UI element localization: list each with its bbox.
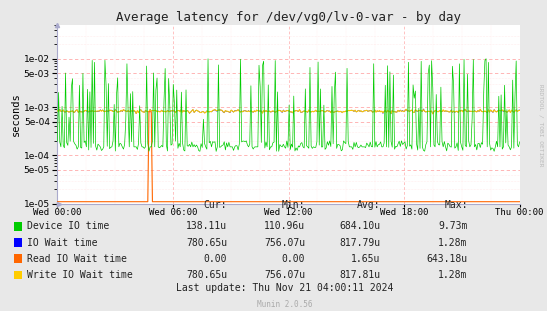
Y-axis label: seconds: seconds — [11, 92, 21, 136]
Text: Write IO Wait time: Write IO Wait time — [27, 270, 132, 280]
Text: Min:: Min: — [282, 200, 305, 210]
Text: 1.28m: 1.28m — [438, 238, 468, 248]
Text: Avg:: Avg: — [357, 200, 380, 210]
Text: 780.65u: 780.65u — [186, 270, 227, 280]
Title: Average latency for /dev/vg0/lv-0-var - by day: Average latency for /dev/vg0/lv-0-var - … — [116, 11, 461, 24]
Text: 780.65u: 780.65u — [186, 238, 227, 248]
Text: Munin 2.0.56: Munin 2.0.56 — [257, 299, 312, 309]
Text: 110.96u: 110.96u — [264, 221, 305, 231]
Text: 138.11u: 138.11u — [186, 221, 227, 231]
Text: 1.28m: 1.28m — [438, 270, 468, 280]
Text: Last update: Thu Nov 21 04:00:11 2024: Last update: Thu Nov 21 04:00:11 2024 — [176, 283, 393, 293]
Text: Max:: Max: — [444, 200, 468, 210]
Text: Cur:: Cur: — [203, 200, 227, 210]
Text: 684.10u: 684.10u — [339, 221, 380, 231]
Text: 1.65u: 1.65u — [351, 254, 380, 264]
Text: Device IO time: Device IO time — [27, 221, 109, 231]
Text: Read IO Wait time: Read IO Wait time — [27, 254, 127, 264]
Text: 817.81u: 817.81u — [339, 270, 380, 280]
Text: 756.07u: 756.07u — [264, 238, 305, 248]
Text: IO Wait time: IO Wait time — [27, 238, 97, 248]
Text: 0.00: 0.00 — [203, 254, 227, 264]
Text: 9.73m: 9.73m — [438, 221, 468, 231]
Text: 643.18u: 643.18u — [427, 254, 468, 264]
Text: 756.07u: 756.07u — [264, 270, 305, 280]
Text: 0.00: 0.00 — [282, 254, 305, 264]
Text: 817.79u: 817.79u — [339, 238, 380, 248]
Text: RRDTOOL / TOBI OETIKER: RRDTOOL / TOBI OETIKER — [538, 84, 543, 166]
